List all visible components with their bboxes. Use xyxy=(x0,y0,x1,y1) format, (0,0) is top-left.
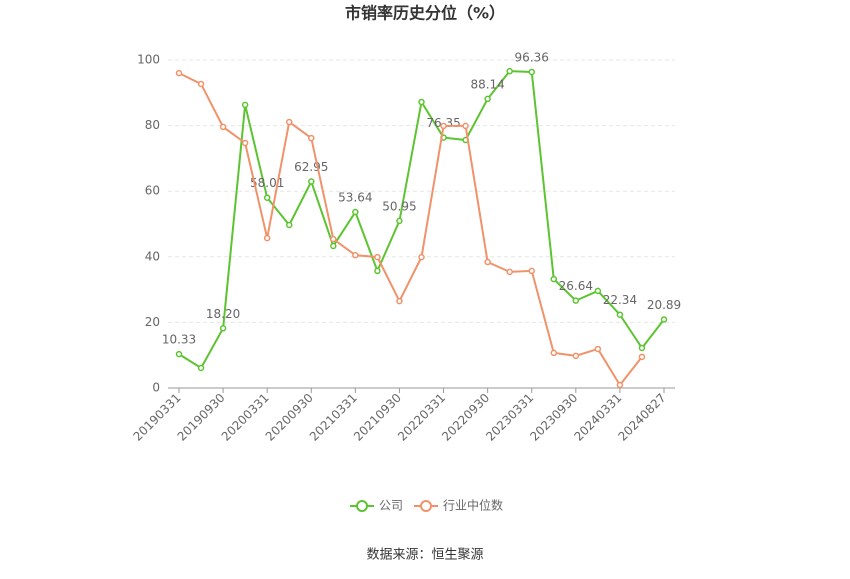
point xyxy=(484,95,491,103)
point xyxy=(572,297,580,304)
point xyxy=(550,349,558,357)
chart-title: 市销率历史分位（%） xyxy=(345,4,505,23)
legend-marker xyxy=(356,500,368,512)
point xyxy=(638,353,646,361)
data-label: 58.01 xyxy=(250,176,284,190)
point xyxy=(484,258,491,266)
point xyxy=(616,311,624,318)
data-label: 18.20 xyxy=(206,307,240,321)
point xyxy=(506,67,513,75)
point xyxy=(308,134,315,142)
series-line xyxy=(178,72,643,387)
point xyxy=(175,69,183,77)
point xyxy=(374,267,381,275)
point xyxy=(396,297,403,305)
point xyxy=(374,253,381,261)
point xyxy=(616,381,624,389)
data-label: 20.89 xyxy=(647,298,681,312)
point xyxy=(285,118,293,126)
y-tick-label: 60 xyxy=(145,184,160,198)
point xyxy=(330,235,337,243)
y-tick-label: 80 xyxy=(145,118,160,132)
point xyxy=(660,316,668,323)
point xyxy=(308,178,315,185)
point xyxy=(418,98,425,106)
legend-marker xyxy=(420,500,432,512)
point xyxy=(594,345,602,353)
data-label: 26.64 xyxy=(559,279,593,293)
point xyxy=(241,101,249,109)
data-label: 96.36 xyxy=(515,50,549,64)
point xyxy=(263,234,271,242)
x-tick-label: 20240827 xyxy=(616,391,669,444)
point xyxy=(197,80,205,88)
point xyxy=(352,251,359,259)
point xyxy=(572,352,580,360)
point xyxy=(175,350,183,358)
point xyxy=(550,275,558,283)
point xyxy=(263,194,271,201)
point xyxy=(462,122,469,130)
y-tick-label: 40 xyxy=(145,249,160,263)
point xyxy=(285,221,293,229)
data-label: 62.95 xyxy=(294,160,328,174)
point xyxy=(506,268,513,276)
point xyxy=(330,242,337,250)
y-tick-label: 20 xyxy=(145,315,160,329)
data-label: 88.14 xyxy=(470,77,504,91)
point xyxy=(594,287,602,295)
legend-label: 行业中位数 xyxy=(443,498,503,513)
point xyxy=(219,123,227,131)
point xyxy=(528,68,535,76)
legend-label: 公司 xyxy=(379,499,403,513)
point xyxy=(396,217,403,225)
point xyxy=(440,122,447,130)
point xyxy=(241,139,249,147)
point xyxy=(219,325,227,332)
y-tick-label: 0 xyxy=(152,381,160,395)
y-tick-label: 100 xyxy=(137,53,160,67)
data-label: 10.33 xyxy=(162,333,196,347)
point xyxy=(528,267,535,275)
point xyxy=(418,253,425,261)
series-line xyxy=(178,70,665,370)
data-label: 22.34 xyxy=(603,293,637,307)
point xyxy=(352,208,359,216)
point xyxy=(638,344,646,352)
data-label: 50.95 xyxy=(382,199,416,213)
data-label: 53.64 xyxy=(338,191,372,205)
source: 数据来源：恒生聚源 xyxy=(366,548,483,563)
point xyxy=(197,364,205,372)
